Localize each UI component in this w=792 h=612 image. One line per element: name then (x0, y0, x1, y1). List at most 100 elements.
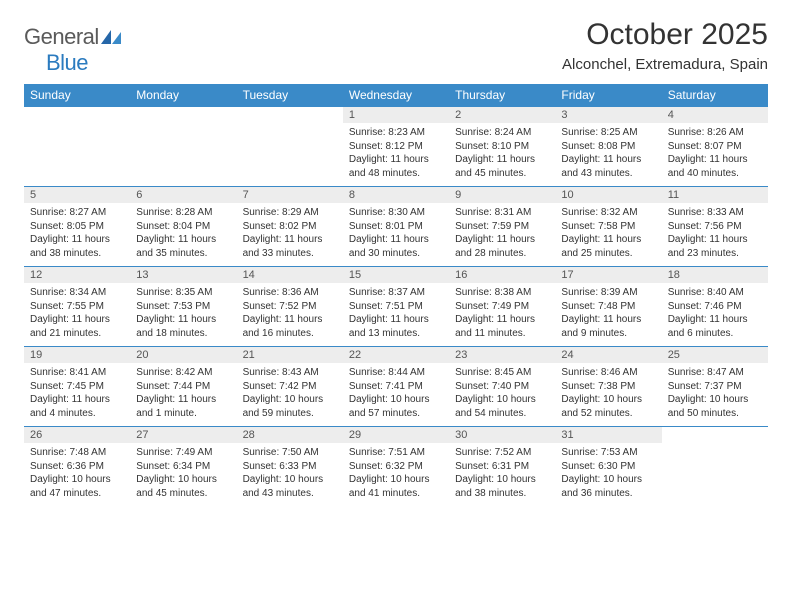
day-details: Sunrise: 8:28 AMSunset: 8:04 PMDaylight:… (130, 203, 236, 266)
daylight-line: Daylight: 10 hours and 47 minutes. (30, 474, 111, 499)
calendar-cell: 15Sunrise: 8:37 AMSunset: 7:51 PMDayligh… (343, 267, 449, 347)
sunset-line: Sunset: 6:30 PM (561, 461, 635, 472)
day-details: Sunrise: 8:33 AMSunset: 7:56 PMDaylight:… (662, 203, 768, 266)
brand-text: General Blue (24, 24, 121, 76)
calendar-cell: 7Sunrise: 8:29 AMSunset: 8:02 PMDaylight… (237, 187, 343, 267)
sunset-line: Sunset: 8:05 PM (30, 221, 104, 232)
sunrise-line: Sunrise: 8:39 AM (561, 287, 637, 298)
daylight-line: Daylight: 11 hours and 1 minute. (136, 394, 216, 419)
day-number: 7 (237, 187, 343, 203)
sunset-line: Sunset: 6:36 PM (30, 461, 104, 472)
calendar-cell: 25Sunrise: 8:47 AMSunset: 7:37 PMDayligh… (662, 347, 768, 427)
brand-word-2: Blue (46, 50, 88, 75)
calendar-cell: 27 Sunrise: 7:49 AM Sunset: 6:34 PM Dayligh… (130, 427, 236, 507)
calendar-cell: 10Sunrise: 8:32 AMSunset: 7:58 PMDayligh… (555, 187, 661, 267)
daylight-line: Daylight: 10 hours and 38 minutes. (455, 474, 536, 499)
daylight-line: Daylight: 11 hours and 35 minutes. (136, 234, 216, 259)
day-number: 27 (130, 427, 236, 443)
day-details: Sunrise: 8:44 AMSunset: 7:41 PMDaylight:… (343, 363, 449, 426)
calendar-cell: 24Sunrise: 8:46 AMSunset: 7:38 PMDayligh… (555, 347, 661, 427)
sunset-line: Sunset: 7:51 PM (349, 301, 423, 312)
calendar-thead: SundayMondayTuesdayWednesdayThursdayFrid… (24, 84, 768, 107)
day-details: Sunrise: 8:41 AMSunset: 7:45 PMDaylight:… (24, 363, 130, 426)
sunset-line: Sunset: 8:10 PM (455, 141, 529, 152)
sunset-line: Sunset: 7:48 PM (561, 301, 635, 312)
sunrise-line: Sunrise: 8:23 AM (349, 127, 425, 138)
calendar-cell: .. (24, 107, 130, 187)
calendar-cell: 13Sunrise: 8:35 AMSunset: 7:53 PMDayligh… (130, 267, 236, 347)
calendar-cell: 2Sunrise: 8:24 AMSunset: 8:10 PMDaylight… (449, 107, 555, 187)
calendar-cell: 21Sunrise: 8:43 AMSunset: 7:42 PMDayligh… (237, 347, 343, 427)
sunset-line: Sunset: 8:08 PM (561, 141, 635, 152)
month-title: October 2025 (562, 18, 768, 52)
day-number: 13 (130, 267, 236, 283)
day-number: 31 (555, 427, 661, 443)
day-number: 5 (24, 187, 130, 203)
sunset-line: Sunset: 8:02 PM (243, 221, 317, 232)
sunrise-line: Sunrise: 8:24 AM (455, 127, 531, 138)
sunset-line: Sunset: 6:34 PM (136, 461, 210, 472)
day-number: 4 (662, 107, 768, 123)
day-number: 12 (24, 267, 130, 283)
sunrise-line: Sunrise: 8:29 AM (243, 207, 319, 218)
sunrise-line: Sunrise: 7:49 AM (136, 447, 212, 458)
calendar-cell: 29Sunrise: 7:51 AMSunset: 6:32 PMDayligh… (343, 427, 449, 507)
day-number: 8 (343, 187, 449, 203)
daylight-line: Daylight: 10 hours and 57 minutes. (349, 394, 430, 419)
day-details: Sunrise: 8:27 AM Sunset: 8:05 PM Daylight:… (24, 203, 130, 266)
day-number: 15 (343, 267, 449, 283)
daylight-line: Daylight: 10 hours and 36 minutes. (561, 474, 642, 499)
calendar-row: 19Sunrise: 8:41 AMSunset: 7:45 PMDayligh… (24, 347, 768, 427)
day-number: 11 (662, 187, 768, 203)
weekday-header: Sunday (24, 84, 130, 107)
sunrise-line: Sunrise: 8:38 AM (455, 287, 531, 298)
daylight-line: Daylight: 11 hours and 38 minutes. (30, 234, 110, 259)
day-details: Sunrise: 8:46 AMSunset: 7:38 PMDaylight:… (555, 363, 661, 426)
sunrise-line: Sunrise: 8:27 AM (30, 207, 106, 218)
sunset-line: Sunset: 7:38 PM (561, 381, 635, 392)
sunset-line: Sunset: 7:58 PM (561, 221, 635, 232)
calendar-cell: 11Sunrise: 8:33 AMSunset: 7:56 PMDayligh… (662, 187, 768, 267)
day-details: Sunrise: 8:37 AMSunset: 7:51 PMDaylight:… (343, 283, 449, 346)
sunset-line: Sunset: 7:41 PM (349, 381, 423, 392)
day-details: Sunrise: 8:42 AMSunset: 7:44 PMDaylight:… (130, 363, 236, 426)
daylight-line: Daylight: 11 hours and 6 minutes. (668, 314, 748, 339)
day-details: Sunrise: 7:53 AMSunset: 6:30 PMDaylight:… (555, 443, 661, 506)
calendar-cell: 23Sunrise: 8:45 AMSunset: 7:40 PMDayligh… (449, 347, 555, 427)
day-details: Sunrise: 8:30 AMSunset: 8:01 PMDaylight:… (343, 203, 449, 266)
day-details: Sunrise: 8:43 AMSunset: 7:42 PMDaylight:… (237, 363, 343, 426)
sunrise-line: Sunrise: 8:37 AM (349, 287, 425, 298)
sunrise-line: Sunrise: 8:43 AM (243, 367, 319, 378)
sunrise-line: Sunrise: 8:28 AM (136, 207, 212, 218)
calendar-cell: .. (130, 107, 236, 187)
daylight-line: Daylight: 11 hours and 18 minutes. (136, 314, 216, 339)
day-details: Sunrise: 8:47 AMSunset: 7:37 PMDaylight:… (662, 363, 768, 426)
daylight-line: Daylight: 10 hours and 50 minutes. (668, 394, 749, 419)
day-details: Sunrise: 8:45 AMSunset: 7:40 PMDaylight:… (449, 363, 555, 426)
weekday-header: Wednesday (343, 84, 449, 107)
day-details: Sunrise: 7:51 AMSunset: 6:32 PMDaylight:… (343, 443, 449, 506)
sunset-line: Sunset: 7:53 PM (136, 301, 210, 312)
daylight-line: Daylight: 10 hours and 59 minutes. (243, 394, 324, 419)
calendar-row: ......1Sunrise: 8:23 AMSunset: 8:12 PMDa… (24, 107, 768, 187)
day-number: 26 (24, 427, 130, 443)
calendar-cell: 20Sunrise: 8:42 AMSunset: 7:44 PMDayligh… (130, 347, 236, 427)
daylight-line: Daylight: 10 hours and 45 minutes. (136, 474, 217, 499)
daylight-line: Daylight: 11 hours and 25 minutes. (561, 234, 641, 259)
sunrise-line: Sunrise: 8:26 AM (668, 127, 744, 138)
day-number: 1 (343, 107, 449, 123)
weekday-header: Friday (555, 84, 661, 107)
day-number: 19 (24, 347, 130, 363)
calendar-row: 12Sunrise: 8:34 AMSunset: 7:55 PMDayligh… (24, 267, 768, 347)
day-details: Sunrise: 8:39 AM Sunset: 7:48 PM Daylight:… (555, 283, 661, 346)
calendar-tbody: ......1Sunrise: 8:23 AMSunset: 8:12 PMDa… (24, 107, 768, 507)
day-number: 2 (449, 107, 555, 123)
daylight-line: Daylight: 11 hours and 43 minutes. (561, 154, 641, 179)
calendar-row: 26Sunrise: 7:48 AMSunset: 6:36 PMDayligh… (24, 427, 768, 507)
weekday-header: Saturday (662, 84, 768, 107)
day-number: 22 (343, 347, 449, 363)
calendar-cell: 22Sunrise: 8:44 AMSunset: 7:41 PMDayligh… (343, 347, 449, 427)
day-number: 29 (343, 427, 449, 443)
daylight-line: Daylight: 11 hours and 9 minutes. (561, 314, 641, 339)
calendar-cell: 18Sunrise: 8:40 AMSunset: 7:46 PMDayligh… (662, 267, 768, 347)
